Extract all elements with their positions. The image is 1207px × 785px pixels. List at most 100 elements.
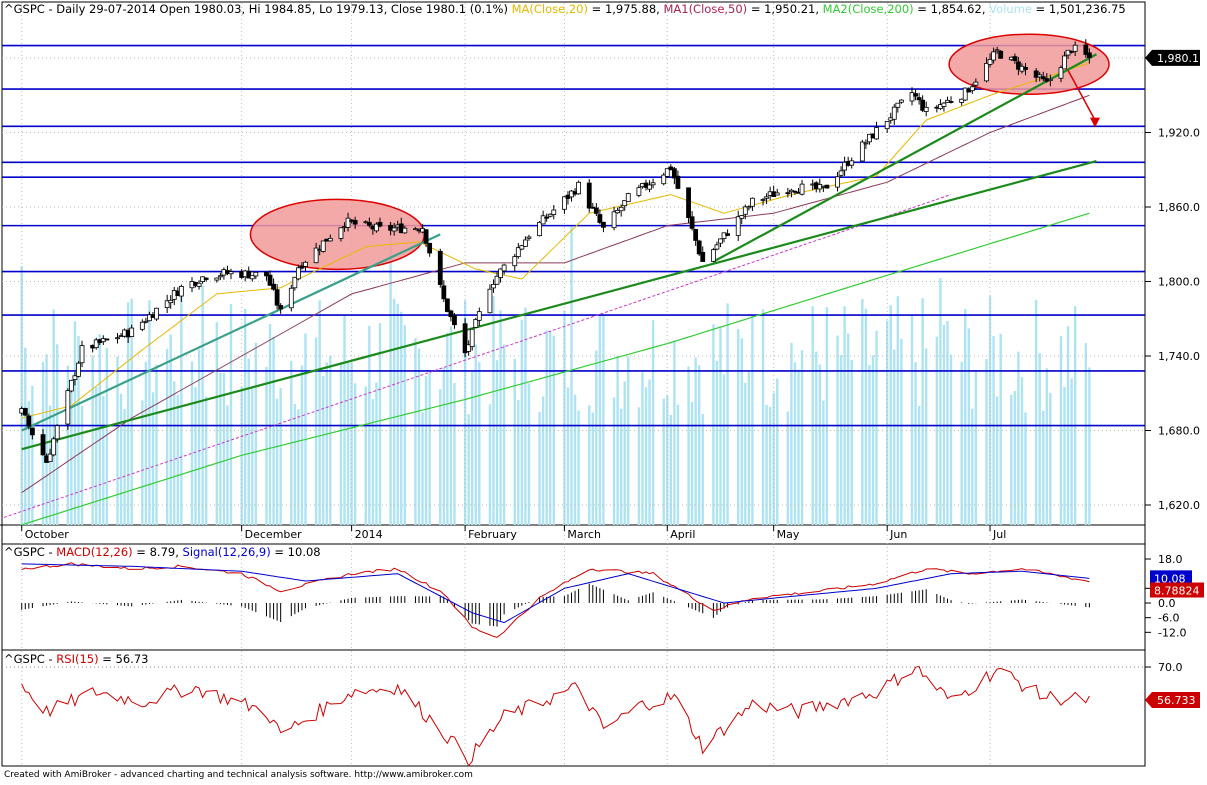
volume-bar: [247, 358, 250, 525]
volume-bar: [442, 367, 446, 525]
candle-body: [522, 239, 528, 247]
macd-pane-header: ^GSPC - MACD(12,26) = 8.79, Signal(12,26…: [4, 545, 321, 559]
candle-body: [143, 320, 149, 323]
volume-bar: [105, 347, 109, 525]
volume-bar: [364, 386, 367, 525]
volume-bar: [215, 322, 219, 525]
candle-body: [278, 305, 284, 310]
volume-bar: [222, 372, 226, 525]
volume-bar: [811, 306, 814, 525]
candle-body: [391, 227, 397, 232]
candle-body: [164, 300, 170, 309]
volume-bar: [1088, 367, 1091, 525]
arrow-shaft: [1067, 70, 1096, 121]
volume-bar: [751, 315, 754, 525]
volume-bar: [875, 330, 878, 525]
month-labels: October December 2014 February March April May…: [21, 525, 1006, 541]
volume-bars: [20, 221, 1091, 525]
candle-body: [299, 265, 305, 269]
volume-bar: [197, 349, 201, 525]
volume-bar: [960, 361, 963, 525]
volume-bar: [786, 411, 790, 525]
volume-bar: [194, 387, 197, 525]
macd-axis-label: 18.0: [1158, 553, 1183, 566]
candle-body: [686, 187, 691, 219]
price-pane-header: ^GSPC - Daily 29-07-2014 Open 1980.03, H…: [4, 2, 1126, 16]
candle-body: [295, 267, 301, 280]
volume-bar: [925, 348, 928, 525]
rsi-axis-label: 70.0: [1158, 661, 1183, 674]
candle-body: [1023, 67, 1028, 70]
candle-body: [842, 161, 848, 171]
candle-body: [452, 314, 457, 326]
volume-bar: [864, 308, 868, 525]
candle-body: [288, 287, 294, 309]
volume-bar: [478, 362, 481, 525]
volume-bar: [123, 408, 126, 525]
candle-body: [835, 176, 840, 188]
candle-body: [40, 434, 46, 456]
candle-body: [427, 242, 433, 254]
volume-bar: [697, 365, 701, 525]
candle-body: [1040, 76, 1046, 80]
candle-body: [913, 93, 918, 97]
candle-body: [65, 390, 71, 425]
volume-bar: [254, 342, 258, 525]
volume-bar: [549, 331, 552, 525]
volume-bar: [219, 372, 222, 525]
volume-bar: [453, 382, 456, 525]
volume-bar: [492, 296, 495, 525]
candle-body: [994, 49, 1000, 52]
candle-body: [292, 276, 298, 289]
candle-body: [139, 321, 145, 330]
rsi-line: [21, 665, 1090, 767]
month-label: December: [245, 528, 303, 541]
candle-body: [79, 345, 85, 364]
candle-body: [664, 168, 670, 177]
candle-body: [920, 99, 926, 111]
volume-bar: [797, 369, 800, 525]
price-axis-label: 1,800.0: [1158, 276, 1200, 289]
candle-body: [303, 261, 308, 267]
volume-bar: [91, 355, 94, 525]
candle-body: [271, 283, 276, 290]
volume-bar: [538, 412, 541, 525]
volume-bar: [226, 405, 229, 525]
candle-body: [941, 102, 947, 107]
volume-bar: [1070, 378, 1073, 525]
volume-bar: [495, 360, 499, 525]
volume-bar: [669, 414, 673, 525]
volume-bar: [726, 303, 729, 525]
volume-bar: [180, 296, 183, 525]
candle-body: [650, 182, 656, 186]
month-label: March: [567, 528, 601, 541]
candle-body: [423, 229, 429, 244]
volume-bar: [595, 350, 598, 525]
volume-bar: [297, 409, 300, 525]
candle-body: [462, 323, 468, 354]
month-label: Jun: [889, 528, 907, 541]
volume-bar: [935, 336, 939, 525]
rsi-header-label: RSI(15): [56, 652, 98, 666]
volume-bar: [712, 324, 715, 525]
volume-bar: [992, 335, 995, 525]
candle-body: [984, 63, 989, 82]
volume-bar: [268, 323, 272, 525]
candle-body: [217, 275, 223, 278]
header-ma-value: = 1,975.88,: [588, 2, 663, 16]
volume-bar: [765, 405, 768, 525]
volume-bar: [119, 393, 123, 525]
candle-body: [437, 250, 443, 285]
candle-body: [785, 192, 791, 195]
volume-bar: [329, 355, 332, 525]
volume-bar: [1010, 394, 1013, 525]
volume-bar: [793, 362, 797, 525]
volume-bar: [314, 337, 318, 525]
macd-header-prefix: ^GSPC -: [4, 545, 56, 559]
candle-body: [402, 227, 408, 234]
volume-bar: [165, 348, 169, 525]
volume-bar: [914, 362, 917, 525]
candle-body: [764, 196, 769, 199]
